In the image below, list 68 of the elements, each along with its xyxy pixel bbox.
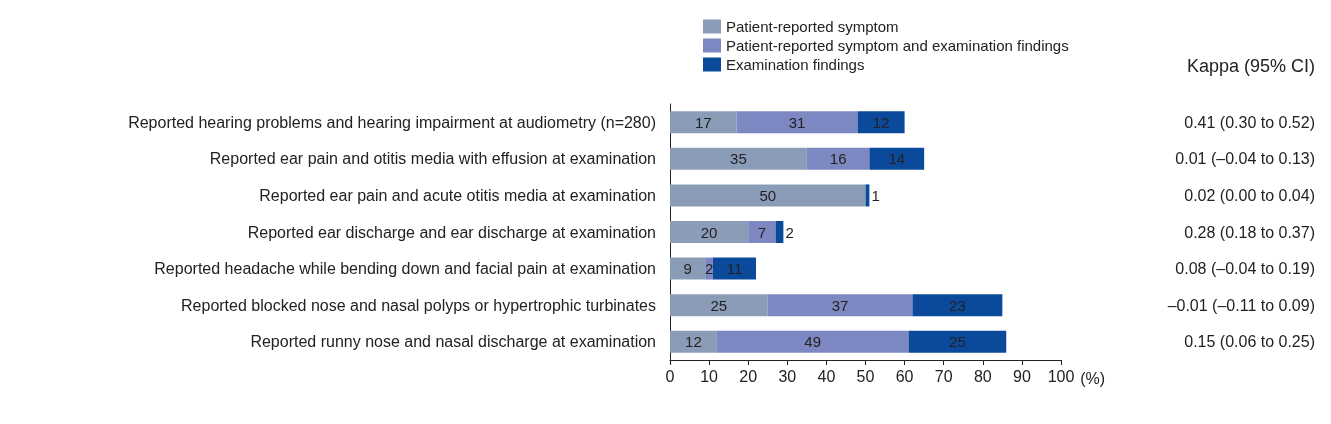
data-label: 25 (949, 333, 966, 351)
bar (670, 257, 706, 280)
text: 0.01 (–0.04 to 0.13) (1175, 150, 1315, 168)
data-label: 50 (759, 186, 777, 204)
data-label: 11 (726, 260, 743, 278)
data-label: 17 (694, 113, 712, 131)
text: 0.15 (0.06 to 0.25) (1184, 333, 1315, 351)
data-label: 12 (685, 333, 702, 351)
bar (912, 294, 1003, 317)
data-label: 31 (788, 113, 806, 131)
y-tick-label: Reported ear pain and otitis media with effusion at examination (209, 150, 656, 168)
bar (670, 184, 866, 207)
text: 0.41 (0.30 to 0.52) (1184, 113, 1315, 131)
y-tick-label: Reported ear pain and acute otitis media at examination (259, 186, 656, 204)
data-label: 12 (872, 113, 890, 131)
x-tick-label: 80 (973, 367, 992, 385)
data-label: 2 (704, 260, 714, 278)
bar (748, 221, 776, 243)
y-tick-label: Reported hearing problems and hearing impairment at audiometry (n=280) (128, 113, 656, 131)
bar (670, 111, 737, 134)
bar (670, 147, 807, 170)
data-label: 20 (700, 223, 718, 241)
bar (806, 147, 870, 170)
x-axis-title: (%) (1080, 369, 1106, 387)
legend-label: Patient-reported symptom and examination findings (726, 37, 1069, 54)
x-tick-label: 50 (856, 367, 875, 385)
data-label: 23 (949, 296, 966, 314)
bar (716, 330, 909, 353)
data-label: 2 (785, 223, 794, 241)
bar (670, 294, 768, 317)
text: 0.08 (–0.04 to 0.19) (1175, 260, 1315, 278)
text: 0.28 (0.18 to 0.37) (1184, 223, 1315, 241)
data-label: 9 (683, 260, 692, 278)
bar (713, 257, 757, 280)
bar (670, 330, 717, 353)
y-tick-label: Reported headache while bending down and facial pain at examination (154, 260, 656, 278)
legend-label: Patient-reported symptom (726, 18, 899, 35)
bar (908, 330, 1007, 353)
x-tick-label: 70 (934, 367, 953, 385)
text: 0.02 (0.00 to 0.04) (1184, 186, 1315, 204)
text: –0.01 (–0.11 to 0.09) (1167, 296, 1315, 314)
data-label: 16 (829, 150, 847, 168)
bar (775, 221, 784, 243)
bar (736, 111, 858, 134)
data-label: 35 (730, 150, 747, 168)
data-label: 25 (710, 296, 728, 314)
data-label: 1 (871, 186, 880, 204)
bar (670, 221, 749, 243)
text: Kappa (95% CI) (1186, 56, 1315, 76)
bar (857, 111, 905, 134)
x-tick-label: 40 (817, 367, 836, 385)
y-tick-label: Reported blocked nose and nasal polyps or hypertrophic turbinates (181, 296, 656, 314)
data-label: 37 (831, 296, 849, 314)
x-tick-label: 20 (739, 367, 758, 385)
x-tick-label: 90 (1013, 367, 1031, 385)
data-label: 7 (757, 223, 767, 241)
data-label: 49 (804, 333, 822, 351)
bar (767, 294, 913, 317)
data-label: 14 (888, 150, 906, 168)
x-tick-label: 100 (1047, 367, 1075, 385)
y-tick-label: Reported ear discharge and ear discharge at examination (247, 223, 656, 241)
x-tick-label: 10 (700, 367, 719, 385)
y-tick-label: Reported runny nose and nasal discharge at examination (250, 333, 656, 351)
bar (869, 147, 925, 170)
x-tick-label: 60 (895, 367, 914, 385)
legend-label: Examination findings (726, 56, 865, 73)
x-tick-label: 30 (778, 367, 797, 385)
x-tick-label: 0 (665, 367, 675, 385)
